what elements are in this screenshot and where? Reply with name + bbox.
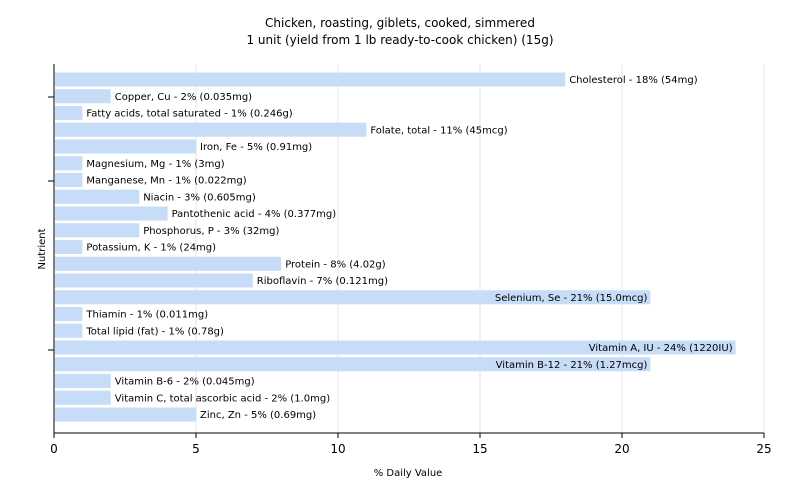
- bar-label: Copper, Cu - 2% (0.035mg): [115, 92, 252, 103]
- bar-label: Protein - 8% (4.02g): [285, 259, 386, 270]
- bar-label: Fatty acids, total saturated - 1% (0.246…: [86, 109, 292, 120]
- bar: [55, 407, 196, 422]
- bar: [55, 206, 168, 221]
- bar: [55, 122, 367, 137]
- bar: [55, 340, 736, 355]
- x-tick-label: 10: [330, 442, 345, 456]
- bar: [55, 307, 83, 321]
- x-tick-label: 0: [50, 442, 58, 456]
- bar: [55, 357, 651, 372]
- bar: [55, 106, 83, 120]
- bar-label: Pantothenic acid - 4% (0.377mg): [172, 209, 337, 220]
- bar: [55, 390, 111, 405]
- bar-label: Riboflavin - 7% (0.121mg): [257, 276, 388, 287]
- bar-label: Folate, total - 11% (45mcg): [370, 125, 507, 136]
- bar-label: Niacin - 3% (0.605mg): [143, 192, 256, 203]
- bar-label: Cholesterol - 18% (54mg): [569, 75, 698, 86]
- bar: [55, 156, 83, 171]
- chart-subtitle: 1 unit (yield from 1 lb ready-to-cook ch…: [246, 33, 553, 47]
- bar-label: Magnesium, Mg - 1% (3mg): [86, 159, 224, 170]
- bar: [55, 256, 282, 271]
- bar-label: Total lipid (fat) - 1% (0.78g): [85, 326, 224, 337]
- bar-label: Zinc, Zn - 5% (0.69mg): [200, 410, 316, 421]
- bar-label: Iron, Fe - 5% (0.91mg): [200, 142, 312, 153]
- x-axis-label: % Daily Value: [374, 468, 443, 479]
- bar: [55, 374, 111, 388]
- bar: [55, 189, 140, 204]
- bar: [55, 89, 111, 104]
- x-tick-label: 25: [756, 442, 771, 456]
- bar-label: Vitamin B-12 - 21% (1.27mcg): [496, 360, 648, 371]
- bar: [55, 323, 83, 338]
- bar-label: Potassium, K - 1% (24mg): [86, 243, 216, 254]
- chart-title: Chicken, roasting, giblets, cooked, simm…: [265, 16, 535, 30]
- bar-label: Vitamin C, total ascorbic acid - 2% (1.0…: [115, 393, 330, 404]
- axes: 0 5 10 15 20 25: [48, 64, 772, 456]
- bar-label: Vitamin B-6 - 2% (0.045mg): [115, 377, 255, 388]
- bar-label: Thiamin - 1% (0.011mg): [85, 310, 208, 321]
- bar-label: Phosphorus, P - 3% (32mg): [143, 226, 279, 237]
- bar-label: Vitamin A, IU - 24% (1220IU): [589, 343, 733, 354]
- bar: [55, 240, 83, 254]
- bar-label: Manganese, Mn - 1% (0.022mg): [86, 176, 246, 187]
- bar: [55, 223, 140, 238]
- bar: [55, 139, 196, 154]
- x-tick-label: 20: [614, 442, 629, 456]
- bar: [55, 290, 651, 305]
- bar: [55, 173, 83, 187]
- bars: Cholesterol - 18% (54mg) Copper, Cu - 2% …: [55, 72, 736, 422]
- x-tick-label: 5: [192, 442, 200, 456]
- bar: [55, 273, 253, 288]
- y-axis-label: Nutrient: [37, 228, 48, 269]
- bar: [55, 72, 566, 87]
- bar-label: Selenium, Se - 21% (15.0mcg): [495, 293, 648, 304]
- x-tick-label: 15: [472, 442, 487, 456]
